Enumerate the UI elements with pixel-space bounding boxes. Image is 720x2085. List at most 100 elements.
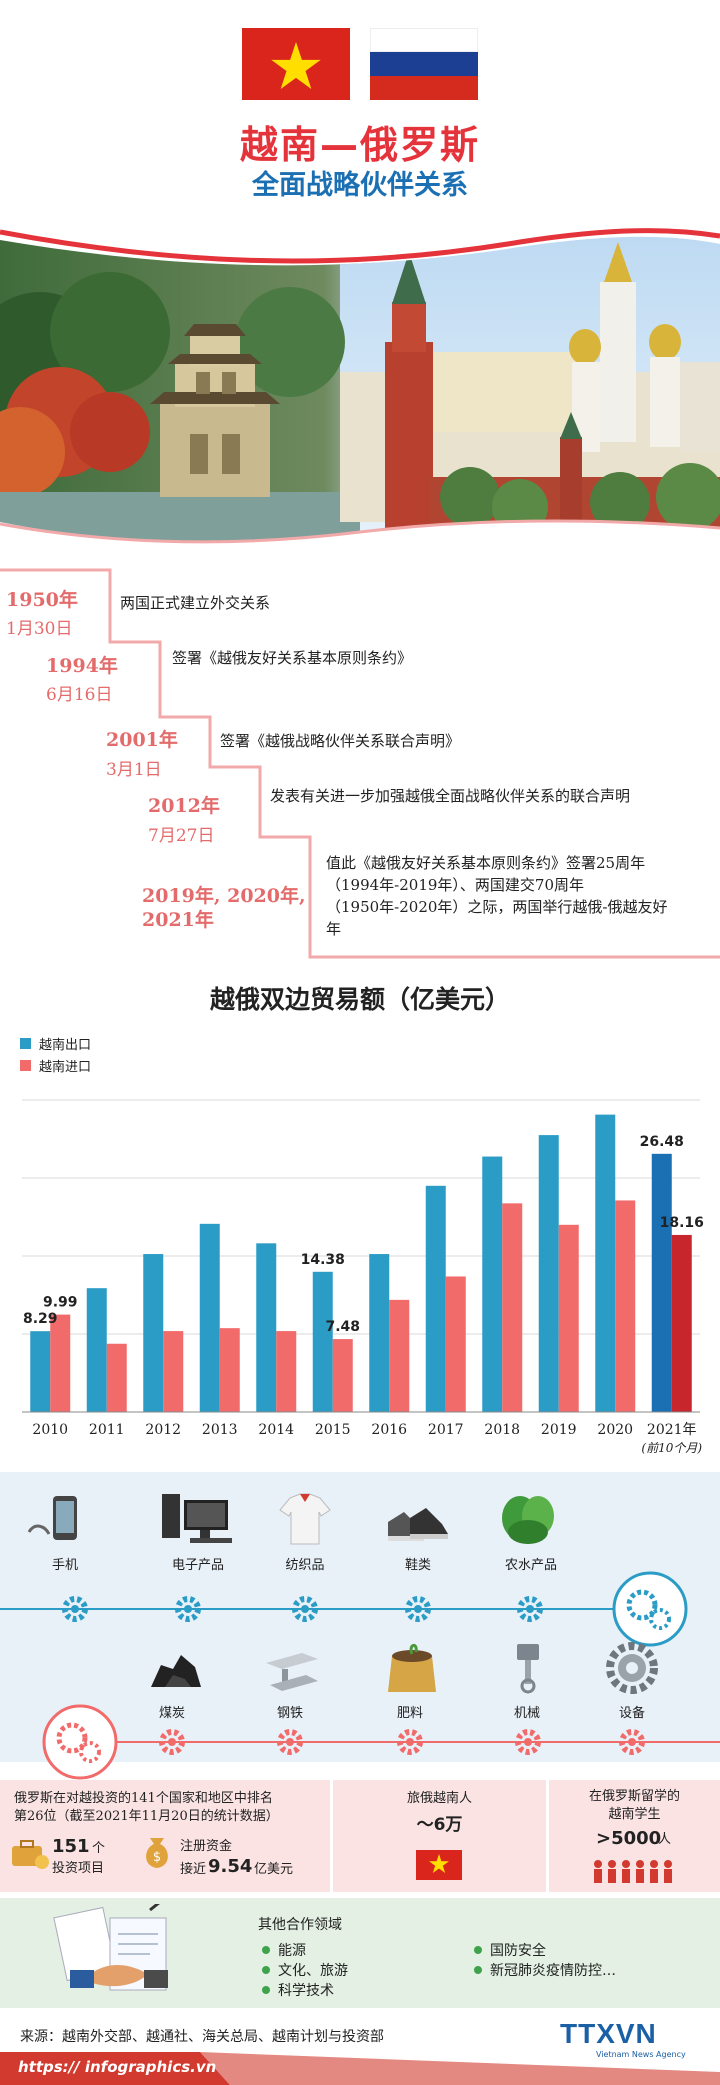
bar-export <box>143 1254 164 1412</box>
cooperation-item: 新冠肺炎疫情防控… <box>474 1960 616 1980</box>
timeline-year: 2001年 <box>106 729 178 751</box>
shirt-icon <box>279 1493 331 1545</box>
legend-label: 越南进口 <box>39 1059 92 1075</box>
cooperation-item: 能源 <box>262 1940 306 1960</box>
timeline-event: 两国正式建立外交关系 <box>120 594 271 612</box>
investment-rank-text: 俄罗斯在对越投资的141个国家和地区中排名 <box>14 1791 273 1806</box>
timeline-event: 签署《越俄友好关系基本原则条约》 <box>172 649 413 667</box>
capital-prefix: 接近 <box>180 1862 207 1877</box>
import-product-label: 设备 <box>618 1706 645 1721</box>
bullet-icon <box>474 1946 482 1954</box>
bar-export <box>595 1114 616 1412</box>
cooperation-item-label: 新冠肺炎疫情防控… <box>490 1963 616 1979</box>
bar-import <box>389 1299 410 1412</box>
bar-export <box>312 1271 333 1412</box>
x-tick-label: 2018 <box>484 1422 520 1438</box>
bar-import <box>502 1203 523 1412</box>
timeline-date: 7月27日 <box>148 826 215 846</box>
money-bag-icon: $ <box>146 1838 168 1868</box>
x-tick-label: 2014 <box>258 1422 294 1438</box>
computer-icon <box>162 1494 232 1543</box>
cooperation-item: 科学技术 <box>262 1980 334 2000</box>
chart-title: 越俄双边贸易额（亿美元） <box>209 985 510 1014</box>
students-value: >5000 <box>596 1828 662 1849</box>
bar-import <box>445 1276 466 1412</box>
ttxvn-logo-subtitle: Vietnam News Agency <box>596 2050 686 2059</box>
bullet-icon <box>262 1986 270 1994</box>
timeline-date: 1月30日 <box>6 619 73 639</box>
bar-export <box>30 1331 51 1412</box>
data-label: 9.99 <box>43 1295 78 1311</box>
data-label: 7.48 <box>325 1319 360 1335</box>
cooperation-item: 文化、旅游 <box>262 1960 348 1980</box>
vietnam-map-icon <box>416 1850 462 1880</box>
vietnam-flag-icon <box>242 28 350 100</box>
source-text: 来源：越南外交部、越通社、海关总局、越南计划与投资部 <box>20 2029 384 2045</box>
x-tick-label: 2010 <box>32 1422 68 1438</box>
students-unit: 人 <box>658 1832 672 1847</box>
data-label: 18.16 <box>660 1215 704 1231</box>
timeline-date: 6月16日 <box>46 685 113 705</box>
legend-item: 越南出口 <box>20 1032 91 1054</box>
timeline-year: 2019年, 2020年, <box>142 885 306 907</box>
export-product-label: 电子产品 <box>171 1558 224 1573</box>
vegetables-icon <box>502 1496 554 1544</box>
bar-import <box>332 1339 353 1412</box>
bullet-icon <box>262 1946 270 1954</box>
page-subtitle: 全面战略伙伴关系 <box>252 170 468 201</box>
trade-chart-svg: 2010 2011 2012 2013 2014 2015 2016 2017 2018 2019… <box>22 1099 704 1455</box>
infographics-link[interactable]: https:// infographics.vn <box>18 2058 217 2076</box>
gear-nodes <box>62 1596 645 1755</box>
capital-label: 注册资金 <box>180 1839 233 1854</box>
x-tick-label: 2019 <box>541 1422 577 1438</box>
cooperation-item-label: 国防安全 <box>490 1943 546 1959</box>
timeline-date: 3月1日 <box>106 760 162 780</box>
x-tick-label: 2015 <box>315 1422 351 1438</box>
gear-node-icon <box>159 1729 185 1755</box>
bar-export <box>538 1135 559 1412</box>
trade-products: 手机 电子产品 纺织品 鞋类 农水产品 煤炭 钢铁 肥料 机械 设备 <box>0 1472 720 1780</box>
gear-node-icon <box>515 1729 541 1755</box>
cooperation-item-label: 能源 <box>278 1943 306 1959</box>
bar-import <box>558 1224 579 1412</box>
gear-node-icon <box>619 1729 645 1755</box>
timeline-event: （1994年-2019年）、两国建交70周年 <box>326 876 585 894</box>
x-tick-label: 2011 <box>89 1422 125 1438</box>
timeline-event: 值此《越俄友好关系基本原则条约》签署25周年 <box>326 854 646 872</box>
chart-legend: 越南出口 越南进口 <box>20 1032 91 1076</box>
cooperation-title: 其他合作领域 <box>258 1917 342 1933</box>
gear-node-icon <box>175 1596 201 1622</box>
timeline-event: （1950年-2020年）之际，两国举行越俄-俄越友好 <box>326 898 668 916</box>
gear-icon <box>606 1642 658 1694</box>
coal-icon <box>151 1655 201 1687</box>
bar-export <box>651 1153 672 1412</box>
timeline: 1950年 1月30日 两国正式建立外交关系 1994年 6月16日 签署《越俄… <box>0 567 720 962</box>
sneakers-icon <box>388 1508 448 1541</box>
import-product-label: 钢铁 <box>276 1706 303 1721</box>
legend-swatch <box>20 1059 31 1071</box>
projects-unit: 个 <box>92 1841 106 1856</box>
bar-export <box>482 1156 503 1412</box>
bar-import <box>671 1234 692 1412</box>
students-group-icon <box>594 1860 672 1883</box>
bar-import <box>50 1314 71 1412</box>
x-tick-label: 2016 <box>371 1422 407 1438</box>
bar-import <box>106 1343 127 1412</box>
students-label: 越南学生 <box>608 1807 661 1822</box>
cooperation-item: 国防安全 <box>474 1940 546 1960</box>
x-tick-label: 2021年 <box>647 1422 697 1438</box>
timeline-year: 2021年 <box>142 909 214 931</box>
russia-flag-icon <box>370 28 478 100</box>
bar-export <box>369 1254 390 1412</box>
steel-beam-icon <box>266 1653 318 1691</box>
gear-node-icon <box>62 1596 88 1622</box>
data-label: 26.48 <box>640 1134 684 1150</box>
x-tick-label: 2012 <box>145 1422 181 1438</box>
legend-item: 越南进口 <box>20 1054 91 1076</box>
import-product-label: 煤炭 <box>158 1706 185 1721</box>
gear-node-icon <box>292 1596 318 1622</box>
capital-value: 9.54 <box>208 1856 253 1877</box>
page-title: 越南—俄罗斯 <box>239 123 480 167</box>
export-product-label: 鞋类 <box>404 1558 431 1573</box>
legend-label: 越南出口 <box>39 1037 92 1053</box>
